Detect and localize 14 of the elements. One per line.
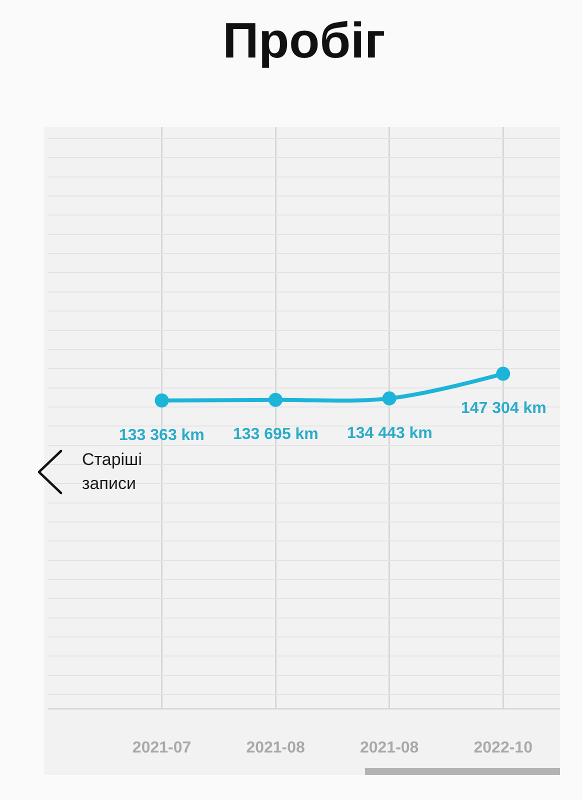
data-label: 147 304 km xyxy=(461,400,546,417)
data-label: 133 363 km xyxy=(119,427,204,444)
x-tick-label: 2021-08 xyxy=(246,740,306,757)
point xyxy=(382,391,396,406)
data-label: 134 443 km xyxy=(347,425,432,442)
x-tick-label: 2021-07 xyxy=(132,740,192,757)
x-tick-label: 2021-08 xyxy=(360,740,419,757)
data-label: 133 695 km xyxy=(233,426,318,443)
chart-title: Пробіг xyxy=(222,12,386,68)
annotation: Старіші записи xyxy=(82,449,143,495)
point xyxy=(496,366,510,381)
x-tick-label: 2022-10 xyxy=(474,740,533,757)
point xyxy=(154,394,169,408)
point xyxy=(268,392,283,407)
